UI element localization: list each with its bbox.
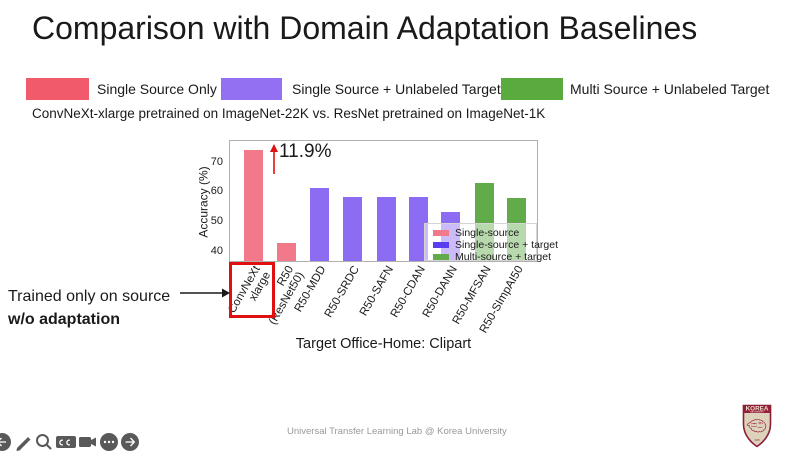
svg-text:1905: 1905 [754, 439, 760, 442]
svg-text:UNIVERSITY: UNIVERSITY [750, 412, 764, 414]
